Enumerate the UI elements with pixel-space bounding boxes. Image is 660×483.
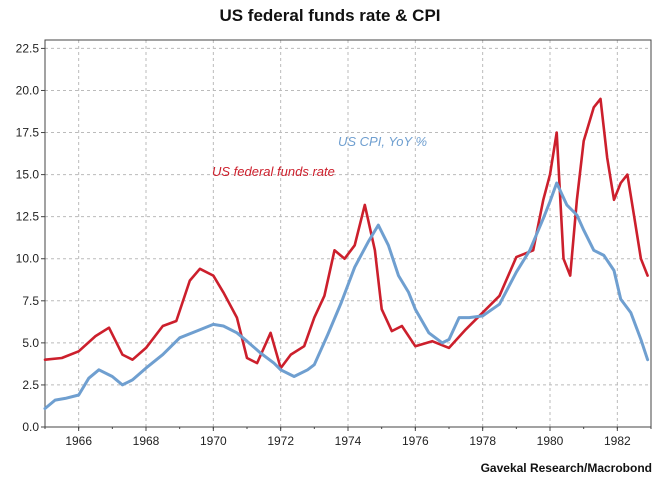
annotation-fed-funds: US federal funds rate <box>212 164 335 179</box>
x-tick-label: 1968 <box>133 434 160 448</box>
axes <box>41 39 652 431</box>
x-tick-label: 1978 <box>469 434 496 448</box>
x-tick-label: 1970 <box>200 434 227 448</box>
y-tick-label: 5.0 <box>22 336 39 350</box>
series-line-cpi <box>43 181 650 410</box>
x-axis-ticks: 1966 1968 1970 1972 1974 1976 1978 1980 1982 <box>65 434 631 448</box>
chart-title: US federal funds rate & CPI <box>219 6 441 25</box>
x-tick-label: 1980 <box>537 434 564 448</box>
x-tick-label: 1974 <box>335 434 362 448</box>
x-tick-label: 1976 <box>402 434 429 448</box>
x-tick-label: 1966 <box>65 434 92 448</box>
y-tick-label: 0.0 <box>22 420 39 434</box>
annotation-cpi: US CPI, YoY % <box>338 134 427 149</box>
y-tick-label: 20.0 <box>16 83 40 97</box>
x-tick-label: 1972 <box>267 434 294 448</box>
y-tick-label: 10.0 <box>16 252 40 266</box>
source-credit: Gavekal Research/Macrobond <box>480 461 652 475</box>
series-line-fed-funds-rate <box>43 97 649 370</box>
series-layer <box>43 97 650 410</box>
y-tick-label: 22.5 <box>16 41 40 55</box>
y-tick-label: 17.5 <box>16 126 40 140</box>
x-tick-label: 1982 <box>604 434 631 448</box>
y-tick-label: 15.0 <box>16 168 40 182</box>
y-tick-label: 2.5 <box>22 378 39 392</box>
y-axis-ticks: 0.0 2.5 5.0 7.5 10.0 12.5 15.0 17.5 20.0 22.5 <box>16 41 40 434</box>
y-tick-label: 12.5 <box>16 210 40 224</box>
grid-lines <box>45 40 651 427</box>
y-tick-label: 7.5 <box>22 294 39 308</box>
